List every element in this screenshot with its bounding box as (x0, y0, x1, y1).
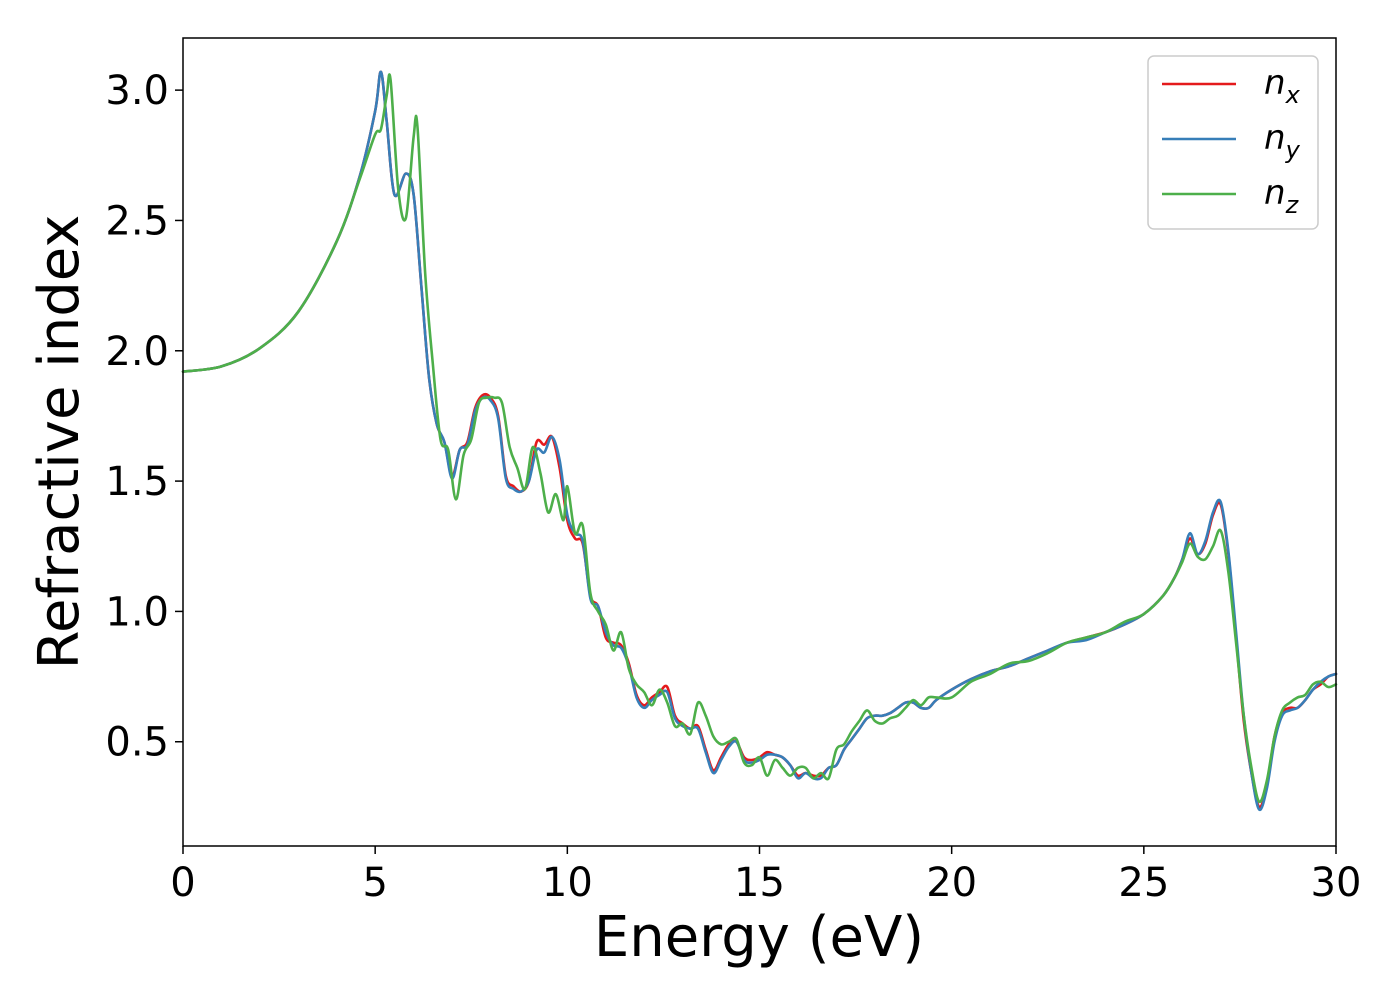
x-tick-label: 5 (362, 860, 387, 906)
x-tick-label: 25 (1118, 860, 1169, 906)
legend-label-x: nx (1264, 63, 1301, 109)
y-tick-label: 1.0 (105, 589, 169, 635)
x-tick-label: 20 (926, 860, 977, 906)
x-tick-label: 30 (1311, 860, 1362, 906)
plot-lines (181, 70, 1338, 812)
x-tick-label: 15 (734, 860, 785, 906)
x-tick-label: 0 (170, 860, 195, 906)
x-axis-ticks: 0 5 10 15 20 25 30 (170, 846, 1361, 906)
y-tick-label: 0.5 (105, 720, 169, 766)
x-tick-label: 10 (542, 860, 593, 906)
y-tick-label: 2.5 (105, 198, 169, 244)
legend-label-y: ny (1264, 118, 1301, 164)
legend-label-z: nz (1264, 173, 1300, 219)
y-tick-label: 3.0 (105, 68, 169, 114)
legend-entries: nx ny nz (1162, 63, 1301, 219)
y-tick-label: 2.0 (105, 329, 169, 375)
series-line-z (181, 73, 1338, 804)
y-tick-label: 1.5 (105, 459, 169, 505)
x-axis-label: Energy (eV) (594, 905, 924, 970)
y-axis-label: Refractive index (27, 215, 92, 670)
legend-box (1147, 55, 1319, 230)
y-axis-ticks: 0.5 1.0 1.5 2.0 2.5 3.0 (105, 68, 183, 766)
legend: nx ny nz (1147, 55, 1319, 230)
